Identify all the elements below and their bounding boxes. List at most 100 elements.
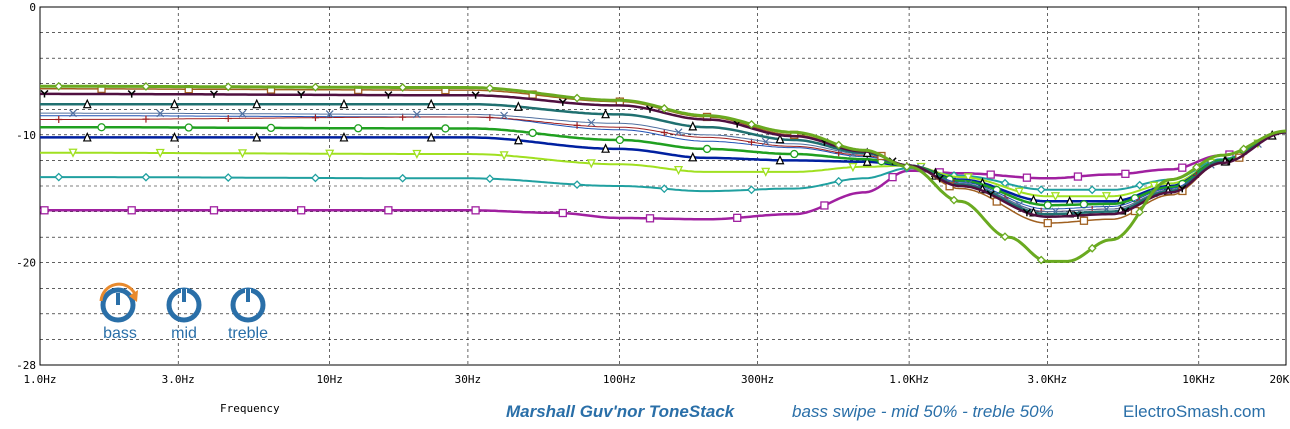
series-12 <box>40 81 1287 265</box>
data-point <box>426 131 436 142</box>
data-point <box>40 89 49 98</box>
data-point <box>528 128 537 138</box>
bass-knob: bass <box>90 280 150 343</box>
series-line <box>40 92 1287 218</box>
x-tick-label: 1.0Hz <box>23 373 56 386</box>
data-point <box>127 90 136 98</box>
data-point <box>1073 172 1083 181</box>
series-8 <box>40 109 1287 216</box>
data-point <box>1079 216 1089 225</box>
data-point <box>1050 192 1060 202</box>
data-point <box>659 184 669 194</box>
data-point <box>1101 192 1112 202</box>
data-point <box>1121 169 1130 178</box>
data-point <box>1087 185 1097 195</box>
data-point <box>1043 218 1052 228</box>
data-point <box>170 131 179 142</box>
data-point <box>747 119 756 129</box>
knob-icon <box>166 287 202 323</box>
data-point <box>141 82 151 91</box>
data-point <box>688 151 698 162</box>
data-point <box>398 173 408 183</box>
data-point <box>471 206 480 215</box>
treble-knob: treble <box>218 280 278 343</box>
data-point <box>412 149 422 159</box>
data-point <box>761 167 771 177</box>
data-point <box>1192 162 1201 172</box>
data-point <box>499 151 509 161</box>
data-point <box>55 116 63 124</box>
x-tick-label: 10KHz <box>1182 373 1215 386</box>
data-point <box>471 91 480 99</box>
y-tick-label: -20 <box>16 257 36 270</box>
data-point <box>573 121 581 129</box>
knob-label-treble: treble <box>227 325 269 342</box>
x-tick-label: 10Hz <box>316 373 343 386</box>
site-name: ElectroSmash.com <box>1123 402 1266 421</box>
series-6 <box>40 115 1287 210</box>
data-point <box>1036 185 1046 195</box>
mid-knob: mid <box>154 280 214 343</box>
data-point <box>1239 144 1249 154</box>
data-point <box>339 98 349 109</box>
data-point <box>820 201 829 210</box>
data-point <box>155 148 165 158</box>
chart-subtitle: bass swipe - mid 50% - treble 50% <box>792 402 1054 421</box>
data-point <box>986 190 995 198</box>
knob-legend: bass mid treble <box>90 280 290 355</box>
data-point <box>156 109 165 118</box>
data-point <box>69 109 77 118</box>
data-point <box>601 143 611 153</box>
series-line <box>40 131 1287 198</box>
data-point <box>325 110 334 119</box>
data-point <box>224 114 232 122</box>
data-point <box>673 165 684 176</box>
data-point <box>1178 163 1187 172</box>
y-tick-label: 0 <box>29 1 36 14</box>
data-point <box>412 110 421 119</box>
data-point <box>297 206 306 215</box>
data-point <box>237 149 248 159</box>
data-point <box>209 206 219 215</box>
data-point <box>645 105 655 113</box>
series-line <box>40 116 1287 213</box>
data-point <box>1000 232 1010 242</box>
data-point <box>297 90 306 99</box>
data-point <box>384 206 393 215</box>
grid <box>39 6 1287 366</box>
data-point <box>485 174 495 184</box>
data-point <box>572 93 582 103</box>
data-point <box>311 173 320 183</box>
data-point <box>384 91 393 99</box>
data-point <box>572 180 582 190</box>
chart-title: Marshall Guv'nor ToneStack <box>506 402 735 421</box>
data-point <box>702 144 712 154</box>
data-point <box>82 131 92 142</box>
data-point <box>1135 180 1145 190</box>
rotating-knob-icon <box>99 282 138 323</box>
data-point <box>862 156 872 166</box>
series-line <box>40 125 1287 207</box>
data-point <box>223 173 233 182</box>
data-point <box>40 206 49 215</box>
frequency-response-plot: 0 -10 -20 -281.0Hz 3.0Hz 10Hz 30Hz 100Hz 300Hz 1.… <box>16 1 1290 386</box>
x-tick-label: 20KHz <box>1269 373 1290 386</box>
x-axis-title: Frequency <box>220 402 280 415</box>
series-1 <box>40 131 1287 223</box>
data-point <box>1178 184 1187 193</box>
data-point <box>209 90 219 98</box>
data-point <box>615 135 624 145</box>
series-line <box>40 131 1287 193</box>
data-point <box>339 131 349 142</box>
data-point <box>500 111 509 120</box>
plot-frame <box>39 6 1287 366</box>
data-point <box>733 213 742 222</box>
data-point <box>398 83 408 92</box>
data-point <box>1135 207 1145 217</box>
data-point <box>558 208 567 218</box>
data-point <box>142 115 150 123</box>
data-point <box>325 149 335 159</box>
data-point <box>54 172 64 182</box>
data-point <box>513 134 523 145</box>
data-point <box>223 82 233 92</box>
